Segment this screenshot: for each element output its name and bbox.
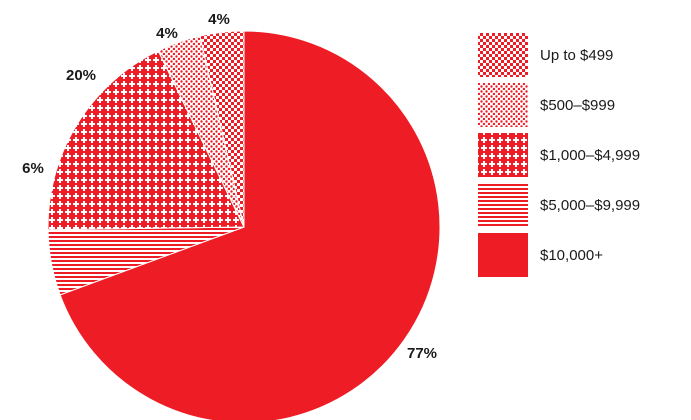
data-label-up-to-499: 4% <box>208 11 230 28</box>
legend-label-500-999: $500–$999 <box>540 97 615 114</box>
slice-up-to-499 <box>199 30 245 228</box>
data-label-1-000-4-999: 20% <box>66 67 96 84</box>
legend-swatch-up-to-499 <box>478 33 528 77</box>
legend-label-up-to-499: Up to $499 <box>540 47 613 64</box>
pie-slices <box>47 30 441 420</box>
slice-1-000-4-999 <box>47 50 245 231</box>
legend-swatch-500-999 <box>478 83 528 127</box>
legend-label-10-000: $10,000+ <box>540 247 603 264</box>
data-label-10-000: 77% <box>407 345 437 362</box>
legend-swatch-5-000-9-999 <box>478 183 528 227</box>
legend-swatch-1-000-4-999 <box>478 133 528 177</box>
data-label-500-999: 4% <box>156 25 178 42</box>
legend-swatch-10-000 <box>478 233 528 277</box>
legend: Up to $499 $500–$999 $1,000–$4,999 $5,000–$… <box>478 33 640 277</box>
slice-10-000 <box>59 30 441 420</box>
pie-data-labels: 77% 6% 20% 4% 4% <box>22 11 437 362</box>
data-label-5-000-9-999: 6% <box>22 160 44 177</box>
legend-label-1-000-4-999: $1,000–$4,999 <box>540 147 640 164</box>
legend-label-5-000-9-999: $5,000–$9,999 <box>540 197 640 214</box>
